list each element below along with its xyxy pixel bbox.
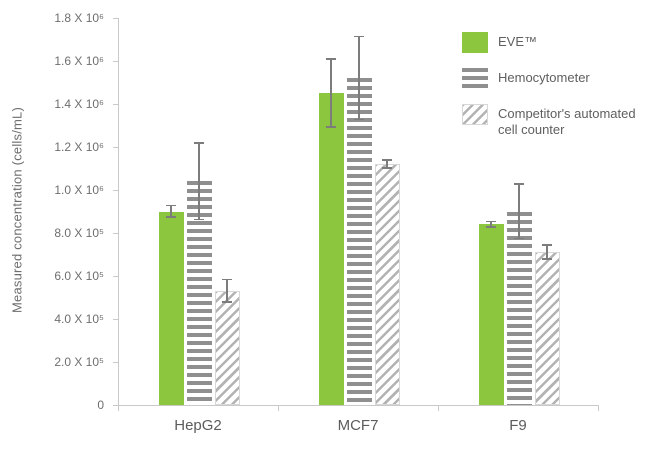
error-bar-cap-bottom xyxy=(514,237,524,240)
y-tick-label: 4.0 X 10⁵ xyxy=(54,312,104,326)
legend: EVE™ Hemocytometer Competitor's automated … xyxy=(462,32,650,139)
bar-hepg2-competitor-s-automated-cell-counter xyxy=(214,291,240,405)
error-bar-cap-bottom xyxy=(326,126,336,128)
legend-swatch-diagonal-stripes xyxy=(462,104,488,125)
bar-mcf7-hemocytometer xyxy=(346,78,372,405)
legend-label: Hemocytometer xyxy=(498,70,590,85)
bar-mcf7-eve xyxy=(318,93,344,405)
error-bar-cap-bottom xyxy=(194,218,204,221)
error-bar-cap-bottom xyxy=(166,216,176,218)
error-bar-cap-top xyxy=(514,183,524,185)
error-bar-cap-top xyxy=(354,35,364,38)
legend-label: EVE™ xyxy=(498,34,538,49)
error-bar-cap-top xyxy=(166,204,176,207)
error-bar-line xyxy=(490,221,492,228)
error-bar-cap-bottom xyxy=(542,258,552,260)
error-bar-line xyxy=(546,244,548,260)
error-bar-cap-bottom xyxy=(486,226,496,228)
y-axis-title: Measured concentration (cells/mL) xyxy=(9,106,25,314)
error-bar-cap-top xyxy=(194,142,204,144)
bar-f9-competitor-s-automated-cell-counter xyxy=(534,252,560,405)
x-tick-mark xyxy=(278,406,279,411)
error-bar-cap-bottom xyxy=(354,118,364,121)
y-tick-label: 1.8 X 10⁶ xyxy=(54,11,104,25)
x-tick-mark xyxy=(598,406,599,411)
error-bar-line xyxy=(358,36,360,121)
error-bar-line xyxy=(330,58,332,128)
legend-item: Competitor's automated cell counter xyxy=(462,104,650,139)
error-bar-line xyxy=(518,183,520,240)
y-tick-label: 0 xyxy=(97,398,104,412)
legend-item: EVE™ xyxy=(462,32,650,53)
error-bar-cap-top xyxy=(326,58,336,60)
legend-swatch-solid-green xyxy=(462,32,488,53)
x-category-label-mcf7: MCF7 xyxy=(337,417,379,434)
error-bar-cap-bottom xyxy=(222,301,232,303)
x-tick-mark xyxy=(118,406,119,411)
error-bar-cap-top xyxy=(382,159,392,161)
error-bar-line xyxy=(386,159,388,169)
x-category-label-hepg2: HepG2 xyxy=(174,417,222,434)
legend-item: Hemocytometer xyxy=(462,68,650,89)
legend-label: Competitor's automated cell counter xyxy=(498,106,636,138)
x-tick-mark xyxy=(438,406,439,411)
error-bar-cap-top xyxy=(486,220,496,223)
error-bar-line xyxy=(170,205,172,218)
bar-hepg2-eve xyxy=(158,211,184,405)
error-bar-cap-bottom xyxy=(382,167,392,169)
legend-swatch-horizontal-stripes xyxy=(462,68,488,89)
bar-mcf7-competitor-s-automated-cell-counter xyxy=(374,164,400,405)
bar-f9-eve xyxy=(478,224,504,405)
error-bar-line xyxy=(198,142,200,221)
error-bar-cap-top xyxy=(542,244,552,246)
error-bar-cap-top xyxy=(222,278,232,281)
x-category-label-f9: F9 xyxy=(509,417,527,434)
plot-area xyxy=(118,18,599,406)
error-bar-line xyxy=(226,279,228,303)
bar-f9-hemocytometer xyxy=(506,211,532,405)
y-tick-label: 2.0 X 10⁵ xyxy=(54,355,104,369)
y-tick-label: 1.6 X 10⁶ xyxy=(54,54,104,68)
